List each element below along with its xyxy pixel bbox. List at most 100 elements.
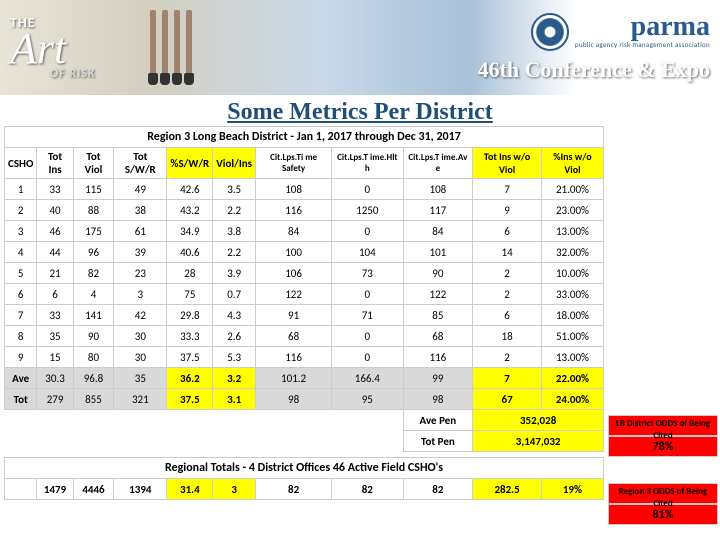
- ave-cell: 101.2: [256, 368, 332, 389]
- table-cell: 32.00%: [541, 242, 603, 263]
- table-cell: 6: [37, 284, 73, 305]
- table-cell: 15: [37, 347, 73, 368]
- table-cell: 23: [114, 263, 167, 284]
- table-cell: 13.00%: [541, 347, 603, 368]
- table-cell: 42.6: [167, 179, 213, 200]
- col-safety: Cit.Lps.Ti me Safety: [256, 148, 332, 179]
- ave-cell: 3.2: [213, 368, 256, 389]
- table-cell: 38: [114, 200, 167, 221]
- table-cell: 43.2: [167, 200, 213, 221]
- regional-cell: 282.5: [473, 479, 542, 500]
- table-cell: 7: [473, 179, 542, 200]
- col-hlth: Cit.Lps.T ime.Hlt h: [332, 148, 403, 179]
- table-cell: 100: [256, 242, 332, 263]
- table-cell: 90: [403, 263, 473, 284]
- avepen-label: Ave Pen: [403, 410, 473, 431]
- regional-cell: 19%: [541, 479, 603, 500]
- table-cell: 104: [332, 242, 403, 263]
- table-row: 7331414229.84.3917185618.00%: [5, 305, 604, 326]
- table-cell: 117: [403, 200, 473, 221]
- table-cell: 2.2: [213, 242, 256, 263]
- totpen-row: Tot Pen 3,147,032: [5, 431, 604, 452]
- table-row: 915803037.55.31160116213.00%: [5, 347, 604, 368]
- ave-cell: 96.8: [73, 368, 114, 389]
- table-row: 835903033.32.6680681851.00%: [5, 326, 604, 347]
- table-cell: 28: [167, 263, 213, 284]
- metrics-table: Region 3 Long Beach District - Jan 1, 20…: [4, 126, 604, 500]
- totpen-label: Tot Pen: [403, 431, 473, 452]
- table-cell: 51.00%: [541, 326, 603, 347]
- table-cell: 9: [473, 200, 542, 221]
- parma-branding: parma public agency risk management asso…: [478, 13, 710, 83]
- ave-row: Ave30.396.83536.23.2101.2166.499722.00%: [5, 368, 604, 389]
- tot-cell: 321: [114, 389, 167, 410]
- table-cell: 33: [37, 179, 73, 200]
- table-cell: 18.00%: [541, 305, 603, 326]
- table-row: 240883843.22.21161250117923.00%: [5, 200, 604, 221]
- totpen-value: 3,147,032: [473, 431, 604, 452]
- ave-cell: 166.4: [332, 368, 403, 389]
- table-cell: 6: [473, 221, 542, 242]
- table-cell: 108: [403, 179, 473, 200]
- table-cell: 115: [73, 179, 114, 200]
- table-cell: 3.9: [213, 263, 256, 284]
- table-cell: 44: [37, 242, 73, 263]
- table-cell: 2: [473, 263, 542, 284]
- table-cell: 0.7: [213, 284, 256, 305]
- table-cell: 108: [256, 179, 332, 200]
- table-cell: 35: [37, 326, 73, 347]
- parma-swirl-icon: [531, 13, 569, 51]
- table-row: 3461756134.93.884084613.00%: [5, 221, 604, 242]
- table-cell: 29.8: [167, 305, 213, 326]
- table-cell: 61: [114, 221, 167, 242]
- table-cell: 8: [5, 326, 37, 347]
- regional-cell: 82: [403, 479, 473, 500]
- table-cell: 0: [332, 179, 403, 200]
- tot-cell: 95: [332, 389, 403, 410]
- col-totins: Tot Ins: [37, 148, 73, 179]
- tot-cell: 67: [473, 389, 542, 410]
- avepen-row: Ave Pen 352,028: [5, 410, 604, 431]
- table-cell: 33.00%: [541, 284, 603, 305]
- table-cell: 90: [73, 326, 114, 347]
- table-cell: 0: [332, 347, 403, 368]
- table-cell: 80: [73, 347, 114, 368]
- table-cell: 122: [403, 284, 473, 305]
- header-row: CSHO Tot Ins Tot Viol Tot S/W/R %S/W/R V…: [5, 148, 604, 179]
- table-cell: 37.5: [167, 347, 213, 368]
- regional-row: 14794446139431.43828282282.519%: [5, 479, 604, 500]
- regional-cell: 31.4: [167, 479, 213, 500]
- table-cell: 68: [256, 326, 332, 347]
- table-cell: 116: [256, 347, 332, 368]
- lb-odds-box: LB District ODDS of Being Cited 78%: [608, 415, 718, 457]
- page-title: Some Metrics Per District: [0, 99, 720, 126]
- table-cell: 1250: [332, 200, 403, 221]
- region3-odds-value: 81%: [608, 504, 718, 525]
- col-violins: Viol/Ins: [213, 148, 256, 179]
- table-cell: 0: [332, 221, 403, 242]
- lb-odds-label: LB District ODDS of Being Cited: [608, 415, 718, 436]
- table-cell: 116: [256, 200, 332, 221]
- table-cell: 6: [473, 305, 542, 326]
- tot-cell: 24.00%: [541, 389, 603, 410]
- tot-cell: 279: [37, 389, 73, 410]
- tot-cell: Tot: [5, 389, 37, 410]
- table-row: 6643750.71220122233.00%: [5, 284, 604, 305]
- table-cell: 46: [37, 221, 73, 242]
- regional-cell: 4446: [73, 479, 114, 500]
- ave-cell: 35: [114, 368, 167, 389]
- table-cell: 10.00%: [541, 263, 603, 284]
- region3-odds-label: Region 3 ODDS of Being Cited: [608, 483, 718, 504]
- table-cell: 9: [5, 347, 37, 368]
- ave-cell: 99: [403, 368, 473, 389]
- table-cell: 141: [73, 305, 114, 326]
- table-cell: 0: [332, 326, 403, 347]
- tot-cell: 3.1: [213, 389, 256, 410]
- table-cell: 5: [5, 263, 37, 284]
- table-cell: 21.00%: [541, 179, 603, 200]
- table-cell: 30: [114, 347, 167, 368]
- header-banner: THE Art OF RISK parma public agency risk…: [0, 0, 720, 95]
- table-cell: 42: [114, 305, 167, 326]
- tot-cell: 98: [256, 389, 332, 410]
- table-cell: 84: [403, 221, 473, 242]
